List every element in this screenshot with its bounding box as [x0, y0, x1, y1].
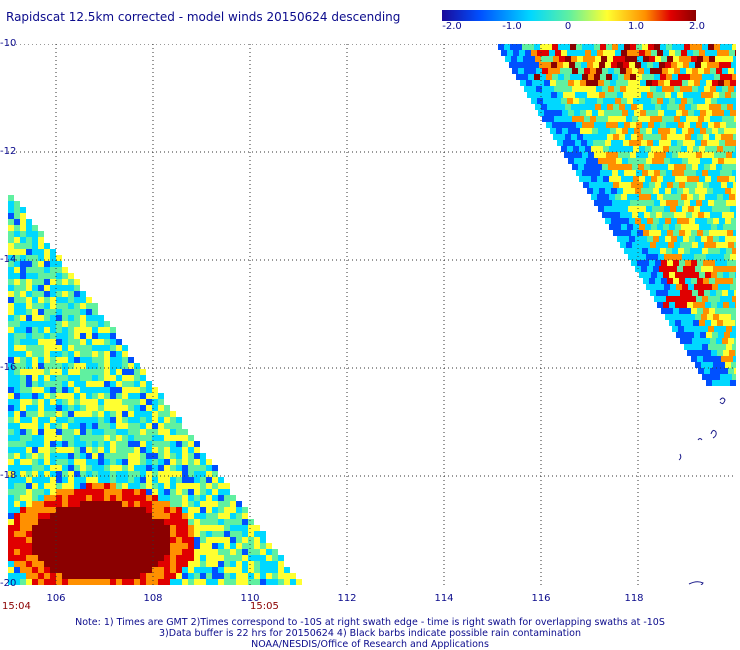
colorbar-tick-label: 0 [564, 21, 572, 32]
lon-label: 110 [240, 593, 260, 604]
swath-time-label: 15:05 [250, 601, 279, 612]
lon-label: 114 [434, 593, 454, 604]
colorbar [442, 10, 696, 21]
lat-label: -16 [0, 362, 17, 373]
lon-label: 116 [531, 593, 551, 604]
colorbar-tick-label: 1.0 [628, 21, 644, 32]
lon-label: 108 [143, 593, 163, 604]
lat-label: -14 [0, 254, 17, 265]
footnote-line-1: Note: 1) Times are GMT 2)Times correspon… [75, 617, 665, 628]
lat-label: -18 [0, 470, 17, 481]
colorbar-tick-label: -1.0 [502, 21, 522, 32]
coastline [678, 397, 726, 585]
lat-label: -12 [0, 146, 17, 157]
lon-label: 118 [624, 593, 644, 604]
wind-difference-map [8, 44, 736, 585]
swath-time-label: 15:04 [2, 601, 31, 612]
map-title: Rapidscat 12.5km corrected - model winds… [6, 10, 401, 24]
colorbar-tick-label: -2.0 [442, 21, 462, 32]
footnote-line-3: NOAA/NESDIS/Office of Research and Appli… [251, 639, 489, 650]
lat-label: -10 [0, 38, 17, 49]
colorbar-tick-label: 2.0 [689, 21, 705, 32]
lon-label: 106 [46, 593, 66, 604]
lat-label: -20 [0, 578, 17, 589]
footnote-line-2: 3)Data buffer is 22 hrs for 20150624 4) … [159, 628, 581, 639]
lon-label: 112 [337, 593, 357, 604]
